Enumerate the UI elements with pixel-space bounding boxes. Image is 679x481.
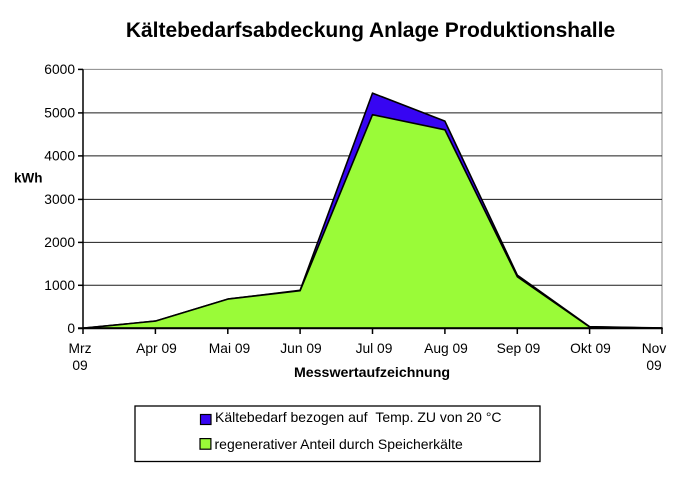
svg-text:Kältebedarfsabdeckung Anlage P: Kältebedarfsabdeckung Anlage Produktions… [126,19,615,42]
svg-text:Mai 09: Mai 09 [209,341,251,356]
svg-text:Sep 09: Sep 09 [497,341,541,356]
svg-text:kWh: kWh [14,171,43,186]
svg-text:4000: 4000 [44,149,75,164]
svg-text:Jun 09: Jun 09 [280,341,322,356]
svg-text:Aug 09: Aug 09 [424,341,468,356]
svg-text:09: 09 [72,358,88,373]
svg-text:regenerativer Anteil durch Spe: regenerativer Anteil durch Speicherkälte [215,436,463,452]
svg-text:Mrz: Mrz [69,341,92,356]
svg-text:1000: 1000 [44,278,75,293]
svg-text:2000: 2000 [44,235,75,250]
svg-text:5000: 5000 [44,106,75,121]
svg-text:Messwertaufzeichnung: Messwertaufzeichnung [294,365,450,381]
svg-text:Kältebedarf bezogen auf Temp.: Kältebedarf bezogen auf Temp. ZU von 20 … [215,409,502,425]
svg-text:Nov: Nov [642,341,667,356]
svg-text:3000: 3000 [44,192,75,207]
svg-text:0: 0 [67,321,75,336]
svg-text:Jul 09: Jul 09 [356,341,393,356]
svg-text:Apr 09: Apr 09 [136,341,177,356]
svg-text:09: 09 [646,358,662,373]
svg-text:6000: 6000 [44,62,75,77]
svg-text:Okt 09: Okt 09 [570,341,611,356]
